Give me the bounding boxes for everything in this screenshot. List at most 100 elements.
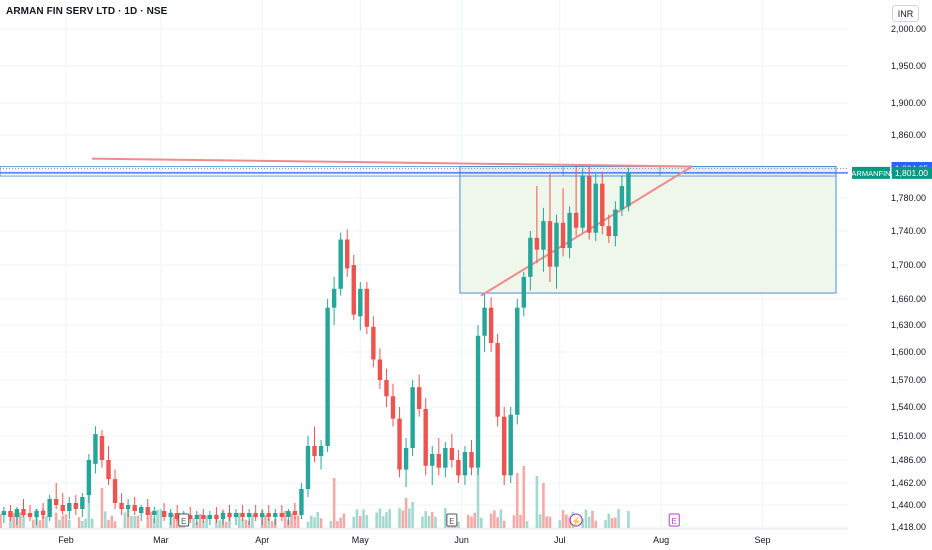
candle [299, 483, 304, 519]
candle [73, 495, 79, 515]
candle [423, 398, 428, 476]
volume-bar [54, 512, 58, 528]
candle-body [119, 503, 124, 509]
volume-bar [558, 520, 562, 528]
candle-body [416, 387, 422, 409]
candle [80, 493, 85, 517]
volume-bar [172, 514, 176, 528]
volume-bar [594, 520, 598, 528]
volume-bar [493, 510, 496, 528]
price-axis-label: 1,418.00 [891, 522, 926, 532]
event-marker-label: ⚡ [571, 516, 581, 526]
candle-body [560, 222, 566, 248]
candle [40, 503, 46, 519]
candle [587, 166, 592, 240]
candle [27, 505, 33, 521]
volume-bar [470, 516, 473, 528]
candle-body [410, 387, 415, 448]
candle-body [488, 307, 494, 343]
candle-body [495, 343, 500, 417]
volume-bar [614, 517, 617, 528]
candle [501, 407, 507, 485]
candle-body [14, 509, 20, 517]
volume-bar [244, 519, 248, 528]
volume-bar [401, 510, 405, 528]
candle [8, 505, 13, 521]
candle-body [201, 515, 206, 519]
candle [152, 507, 157, 523]
price-axis-label: 1,950.00 [891, 61, 926, 71]
candle [567, 206, 572, 259]
candle-body [145, 507, 150, 515]
currency-button[interactable]: INR [892, 5, 919, 22]
volume-bar [548, 516, 552, 528]
candle-body [168, 513, 173, 517]
volume-bar [502, 520, 506, 528]
candle-body [600, 183, 605, 227]
candle [260, 509, 265, 525]
candle-body [21, 509, 26, 515]
candle [619, 176, 625, 217]
volume-bar [519, 514, 522, 528]
candle [560, 188, 566, 257]
candle-body [443, 448, 448, 468]
price-axis-label: 1,440.00 [891, 500, 926, 510]
candle-body [125, 505, 131, 509]
candle-body [456, 460, 461, 476]
volume-bar [607, 513, 611, 528]
volume-bar [617, 509, 620, 528]
candle [312, 426, 317, 462]
time-axis-label: Apr [255, 535, 269, 545]
volume-bar [293, 516, 297, 528]
resistance-sub-box [562, 166, 661, 177]
candle-body [273, 513, 278, 517]
volume-bar [319, 518, 323, 528]
volume-bar [411, 502, 414, 528]
volume-bar [581, 518, 584, 528]
candle-body [161, 511, 167, 517]
candle-body [469, 452, 474, 468]
price-axis-label: 1,900.00 [891, 98, 926, 108]
horizontal-resistance-trendline [91, 157, 693, 168]
candle [67, 497, 72, 519]
last-price-tag [892, 166, 932, 179]
volume-bar [591, 510, 594, 528]
volume-bar [542, 483, 545, 528]
volume-bar [430, 511, 434, 528]
volume-bar [18, 512, 22, 528]
candle [194, 511, 199, 525]
candle-body [390, 396, 396, 419]
candle-body [521, 276, 526, 308]
price-axis-label: 1,600.00 [891, 347, 926, 357]
candle-body [331, 288, 337, 308]
volume-bar [535, 476, 539, 528]
candle [377, 348, 383, 389]
volume-bar [427, 515, 431, 528]
candle-body [214, 515, 219, 519]
volume-bar [218, 520, 221, 528]
candle [34, 509, 39, 525]
time-axis-label: Jun [454, 535, 469, 545]
candle [534, 186, 540, 264]
volume-bar [388, 509, 392, 528]
volume-bar [156, 509, 159, 528]
volume-bar [130, 515, 133, 528]
candle [119, 493, 124, 515]
candle-body [106, 460, 111, 480]
candle [21, 499, 26, 517]
candle-body [547, 221, 553, 267]
candle [266, 505, 271, 521]
volume-bar [479, 517, 483, 528]
candle-body [482, 307, 487, 336]
volume-bar [67, 519, 71, 528]
volume-bar [444, 508, 447, 528]
candle [286, 509, 291, 525]
time-axis-label: May [352, 535, 370, 545]
time-axis-label: Jul [554, 535, 566, 545]
candle-body [60, 505, 65, 511]
volume-bar [627, 510, 630, 528]
price-axis-label: 1,540.00 [891, 402, 926, 412]
candle-body [626, 172, 631, 207]
volume-bar [336, 521, 339, 528]
